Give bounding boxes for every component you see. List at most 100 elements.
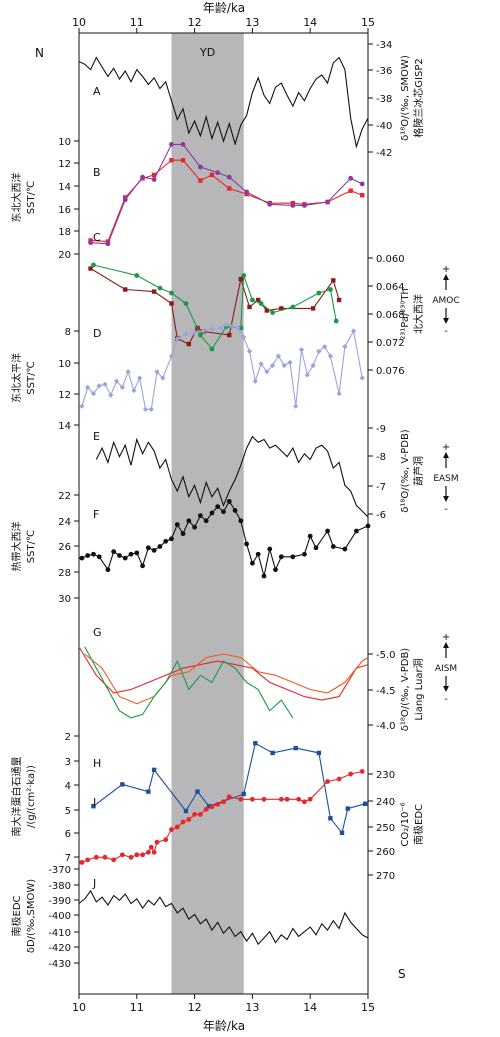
data-point [244,541,250,547]
data-point [197,164,203,170]
data-point [209,510,215,516]
panel-letter-j: J [92,877,96,890]
y-tick-label: 7 [65,853,71,864]
data-point [85,553,91,558]
data-point [154,369,160,375]
data-point [151,289,157,294]
data-point [252,378,258,384]
y-axis-label-2: Liang Luar洞 [413,658,425,720]
data-point [203,518,209,524]
data-point [287,359,293,365]
y-axis-label: 热带大西洋 [10,522,23,572]
data-point [350,328,357,334]
bottom-axis-title: 年龄/ka [203,1019,245,1033]
data-point [209,172,215,178]
data-point [325,779,330,784]
data-point [264,369,270,375]
data-point [336,391,342,397]
panel-h: H 2 3 4 5 6 7 南大洋蛋白石通量/(g/(cm²·ka)) [10,732,368,864]
data-point [241,791,246,797]
y-tick-label: -370 [48,865,71,876]
data-point [119,852,125,858]
svg-text:+: + [442,264,450,275]
data-point [307,796,313,802]
y-tick-label: 250 [376,823,395,834]
data-point [293,403,299,409]
y-tick-label: 12 [58,159,71,170]
data-point [290,554,296,560]
y-tick-label: 5 [65,806,71,817]
y-tick-label: 20 [58,250,71,261]
data-point [96,383,102,389]
data-point [128,854,134,860]
data-point [146,789,151,794]
y-tick-label: -4.0 [376,721,396,732]
data-point [238,325,244,331]
data-point [174,522,180,528]
data-point [174,824,180,830]
data-point [226,174,232,180]
data-point [186,817,192,822]
data-point [169,301,174,306]
data-point [169,536,174,542]
series-line-e-0 [95,435,369,518]
data-point [122,197,128,203]
y-tick-label: 0.064 [376,282,405,293]
data-point [203,806,209,812]
easm-indicator: + EASM - [433,442,458,515]
top-axis-title: 年龄/ka [203,1,245,15]
data-point [278,796,284,802]
panels-layer: A -34 -36 -38 -40 -42 δ¹⁸O/(‰, SMOW) 格陵兰冰芯GISP2… [10,40,425,970]
y-tick-label: 22 [58,491,71,502]
amoc-indicator: + AMOC - [432,264,459,337]
y-axis-label-2: 北大西洋 [412,294,425,334]
y-axis-label-2: SST/℃ [26,530,37,563]
data-point [261,796,267,802]
data-point [362,801,368,806]
data-point [134,273,140,278]
data-point [134,550,140,556]
panel-j: J -370 -380 -390 -400 -410 -420 -430 南极EDC δD/(‰,… [10,865,369,970]
series-line-j-0 [78,889,369,946]
data-point [264,308,270,313]
data-point [91,262,96,268]
y-tick-label: 4 [65,781,71,792]
data-point [348,175,354,181]
panel-letter-f: F [93,508,99,521]
yd-shaded-band [171,33,244,994]
y-tick-label: -5.0 [376,650,396,661]
y-tick-label: 6 [65,829,71,840]
y-axis-label: 南极EDC [10,895,23,936]
data-point [241,273,247,278]
data-point [169,141,174,147]
data-point [183,301,189,306]
data-point [140,174,145,180]
data-point [302,799,307,805]
panel-a: A -34 -36 -38 -40 -42 δ¹⁸O/(‰, SMOW) 格陵兰冰芯GISP2 [78,40,425,159]
y-axis-label: ²³¹Pa/²³⁰Th [400,288,411,340]
data-point [327,353,334,359]
data-point [227,332,232,338]
data-point [169,290,174,296]
data-point [123,287,128,292]
y-tick-label: 8 [65,327,71,338]
data-point [174,336,180,342]
data-point [88,240,93,246]
x-tick-label-bottom: 14 [303,1001,317,1014]
data-point [91,551,96,557]
series-line-a-0 [78,56,369,149]
svg-text:AISM: AISM [435,664,457,674]
data-point [331,278,336,283]
x-tick-label-top: 10 [72,16,86,29]
y-tick-label: -8 [376,452,386,463]
data-point [145,849,151,855]
y-tick-label: -36 [376,66,392,77]
y-tick-label: 0.072 [376,338,405,349]
data-point [278,554,284,560]
data-point [111,549,117,555]
data-point [226,499,232,504]
svg-text:-: - [444,504,448,515]
data-point [197,812,203,817]
data-point [275,353,282,359]
data-point [108,392,114,398]
